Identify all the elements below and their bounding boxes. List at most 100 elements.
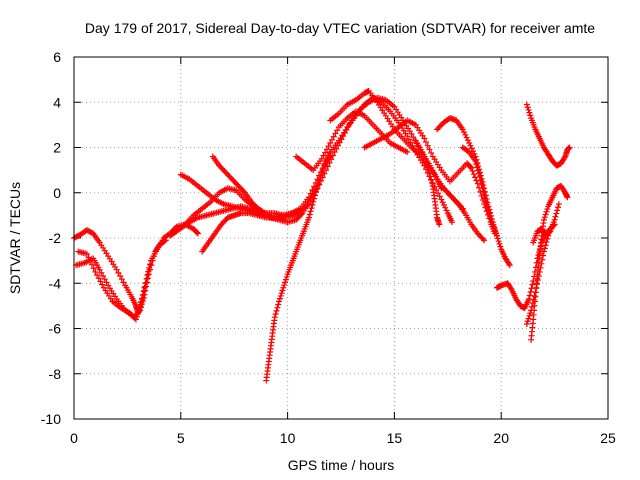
data-point [274,304,281,311]
data-point [478,181,485,188]
data-point [142,280,149,287]
data-series [293,108,411,174]
data-point [541,245,548,252]
x-tick-label: 20 [493,430,509,446]
data-point [525,315,532,322]
data-point [404,133,411,140]
data-point [135,308,142,315]
data-point [421,135,428,142]
y-tick-label: -10 [41,411,61,427]
data-point [98,269,105,276]
x-tick-label: 25 [600,430,616,446]
data-point [271,314,278,321]
data-point [543,208,550,215]
y-tick-label: -2 [49,230,62,246]
data-point [283,273,290,280]
data-point [315,180,322,187]
data-point [94,272,101,279]
data-point [552,213,559,220]
data-point [544,206,551,213]
data-point [305,214,312,221]
data-point [449,219,456,226]
data-point [96,266,103,273]
data-series [167,94,445,239]
data-point [528,303,535,310]
data-point [422,156,429,163]
data-point [555,204,562,211]
data-point [428,176,435,183]
data-point [310,198,317,205]
data-point [434,190,441,197]
y-tick-label: 6 [53,49,61,65]
data-point [145,271,152,278]
data-point [88,261,95,268]
data-point [534,277,541,284]
data-point [325,143,332,150]
data-point [461,129,468,136]
data-point [279,287,286,294]
data-point [83,250,90,257]
data-point [423,161,430,168]
data-point [467,142,474,149]
data-point [494,235,501,242]
data-point [423,158,430,165]
data-point [258,207,265,214]
data-point [314,182,321,189]
x-tick-label: 0 [70,430,78,446]
data-point [312,189,319,196]
data-point [483,201,490,208]
data-point [543,239,550,246]
data-point [281,282,288,289]
data-point [329,136,336,143]
chart-title: Day 179 of 2017, Sidereal Day-to-day VTE… [85,20,595,36]
data-point [103,279,110,286]
data-series [412,137,488,244]
data-point [428,149,435,156]
data-point [469,168,476,175]
data-point [298,211,305,218]
data-point [100,273,107,280]
data-point [150,253,157,260]
data-point [317,172,324,179]
data-point [440,201,447,208]
data-point [427,173,434,180]
data-series [71,221,201,316]
data-point [535,273,542,280]
data-point [459,126,466,133]
data-point [479,235,486,242]
data-point [443,207,450,214]
data-point [468,145,475,152]
data-point [481,192,488,199]
data-point [531,292,538,299]
y-axis-label: SDTVAR / TECUs [7,182,23,294]
data-point [481,195,488,202]
data-point [436,221,443,228]
data-series [75,248,154,323]
data-point [282,279,289,286]
data-point [540,252,547,259]
data-point [194,229,201,236]
data-point [553,210,560,217]
data-point [140,288,147,295]
data-point [306,211,313,218]
data-point [147,262,154,269]
data-point [324,163,331,170]
data-point [463,134,470,141]
data-point [311,195,318,202]
data-point [408,130,415,137]
data-point [537,264,544,271]
data-point [470,171,477,178]
data-point [539,256,546,263]
data-point [423,139,430,146]
data-point [327,139,334,146]
data-point [426,170,433,177]
data-point [318,155,325,162]
data-point [309,187,316,194]
data-point [120,279,127,286]
data-series [421,153,443,228]
data-point [564,194,571,201]
data-series [523,101,573,169]
data-point [530,296,537,303]
data-point [472,158,479,165]
